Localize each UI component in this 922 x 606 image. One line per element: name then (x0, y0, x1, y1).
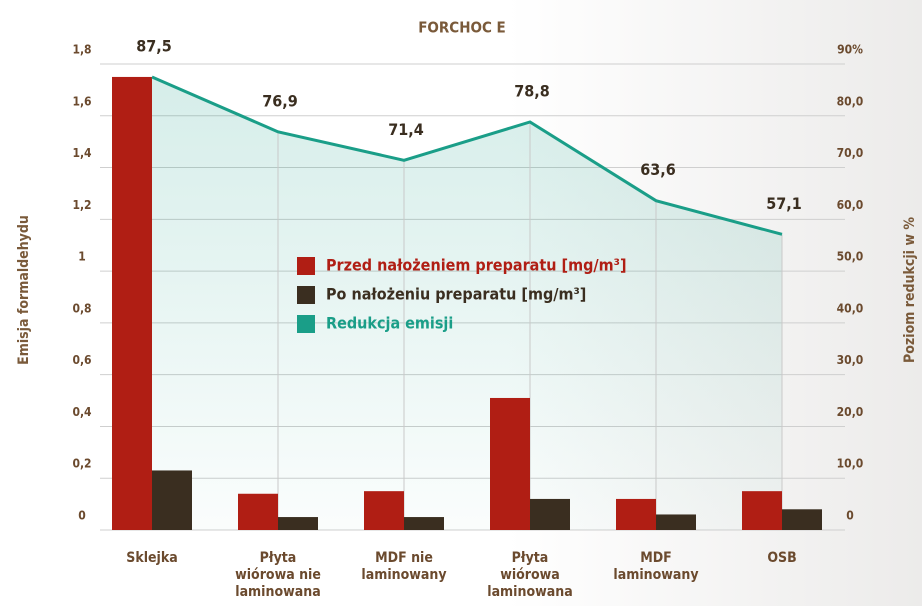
bar (656, 514, 696, 530)
y-tick-label: 1,4 (72, 146, 92, 160)
x-tick-label: MDF laminowany (613, 550, 699, 583)
bar (742, 491, 782, 530)
x-tick-label: Płyta wiórowa nie laminowana (235, 550, 321, 600)
legend-swatch (297, 286, 315, 304)
y-tick-label: 1 (78, 250, 86, 264)
bar (364, 491, 404, 530)
legend-label: Po nałożeniu preparatu [mg/m³] (326, 285, 586, 304)
y2-tick-label: 80,0 (837, 94, 864, 108)
bar (616, 498, 656, 530)
legend-label: Redukcja emisji (326, 314, 453, 333)
y2-tick-label: 90% (837, 43, 863, 57)
bar (782, 509, 822, 530)
y2-axis-label: Poziom redukcji w % (902, 217, 918, 363)
data-label: 76,9 (262, 91, 298, 110)
bar (278, 517, 318, 530)
y-tick-label: 0,4 (72, 405, 92, 419)
y2-tick-label: 10,0 (837, 457, 864, 471)
bar (112, 76, 152, 530)
data-label: 63,6 (640, 160, 676, 179)
chart-title: FORCHOC E (418, 19, 506, 37)
y2-tick-label: 60,0 (837, 198, 864, 212)
y-tick-label: 0,6 (72, 353, 91, 367)
legend-label: Przed nałożeniem preparatu [mg/m³] (326, 256, 627, 275)
y2-tick-label: 0 (846, 509, 854, 523)
line (151, 75, 783, 236)
data-label: 57,1 (766, 194, 802, 213)
x-tick-label: Sklejka (126, 550, 178, 566)
y2-tick-label: 40,0 (837, 301, 864, 315)
bar (530, 498, 570, 530)
bar (238, 493, 278, 530)
y-tick-label: 1,2 (72, 198, 91, 212)
x-tick-label: Płyta wiórowa laminowana (487, 550, 573, 600)
data-label: 87,5 (136, 36, 172, 55)
area (152, 76, 782, 530)
x-tick-label: MDF nie laminowany (361, 550, 447, 583)
bar (490, 397, 530, 530)
y-tick-label: 0,8 (72, 301, 91, 315)
y2-tick-label: 30,0 (837, 353, 864, 367)
y2-tick-label: 20,0 (837, 405, 864, 419)
y-tick-label: 0,2 (72, 457, 91, 471)
y-axis-label: Emisja formaldehydu (16, 215, 32, 365)
bar (404, 517, 444, 530)
x-tick-label: OSB (767, 550, 797, 566)
data-label: 71,4 (388, 120, 424, 139)
data-label: 78,8 (514, 81, 550, 100)
y2-tick-label: 50,0 (837, 250, 864, 264)
legend-swatch (297, 315, 315, 333)
bar (152, 470, 192, 530)
y-tick-label: 0 (78, 509, 86, 523)
y2-tick-label: 70,0 (837, 146, 864, 160)
y-tick-label: 1,8 (72, 43, 91, 57)
y-tick-label: 1,6 (72, 94, 91, 108)
legend-swatch (297, 257, 315, 275)
